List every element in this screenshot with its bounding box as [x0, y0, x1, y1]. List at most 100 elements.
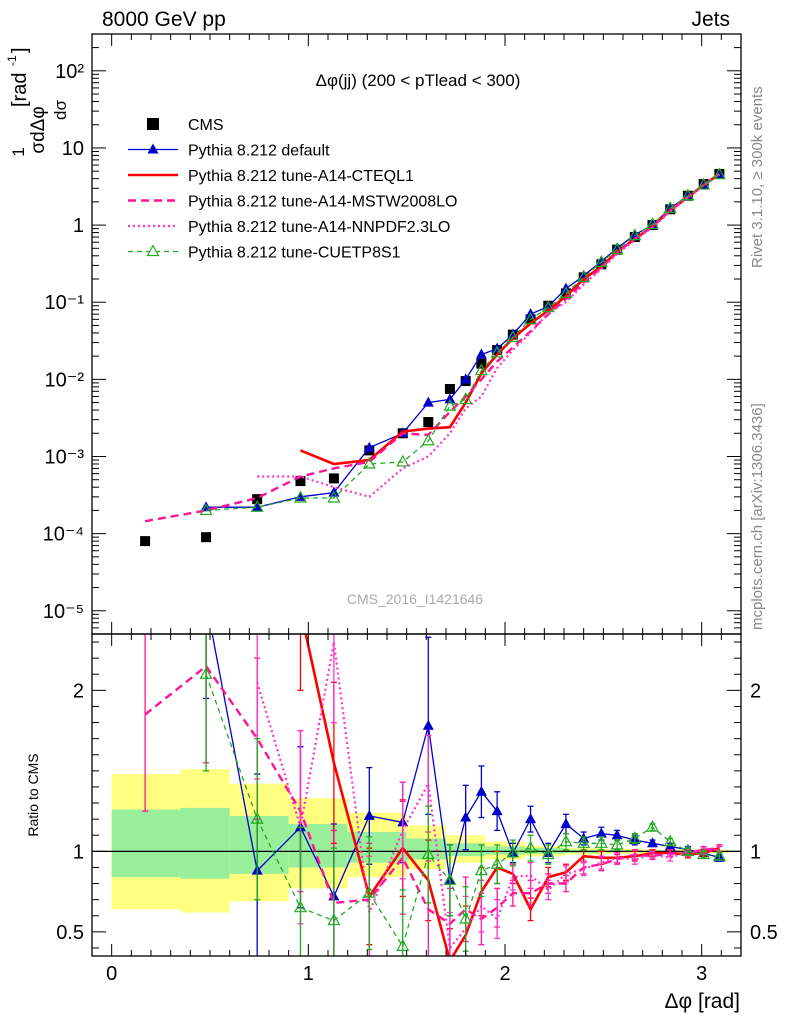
legend-label: Pythia 8.212 tune-CUETP8S1 [188, 245, 401, 262]
ratio-data-layer [142, 634, 726, 956]
legend-label: Pythia 8.212 tune-A14-CTEQL1 [188, 168, 414, 185]
cuetp8s1-marker [645, 217, 660, 230]
ratio-uncertainty-band [92, 769, 741, 913]
cuetp8s1-marker [628, 228, 642, 241]
x-tick-label: 2 [499, 963, 510, 985]
svg-text:σdΔφ: σdΔφ [28, 106, 49, 153]
cuetp8s1-marker [506, 330, 520, 342]
band-green-bin [406, 838, 446, 860]
ratio-y-tick-label: 2 [73, 680, 84, 702]
ratio-axes: 0 1 2 3 0.5 0.5 1 1 2 2 [56, 633, 778, 985]
ratio-cuetp8s1-marker [559, 834, 573, 847]
y-tick-label: 10⁻⁵ [43, 601, 84, 623]
legend: CMS Pythia 8.212 default Pythia 8.212 tune… [128, 117, 457, 262]
default-marker [363, 441, 375, 452]
default-marker [422, 396, 434, 407]
ratio-cuetp8s1-marker [459, 911, 473, 924]
ratio-cuetp8s1-marker [610, 837, 624, 850]
legend-label: CMS [188, 117, 224, 134]
cuetp8s1-marker [250, 499, 264, 512]
y-tick-label: 10⁻² [45, 369, 85, 391]
analysis-watermark: CMS_2016_I1421646 [347, 591, 483, 607]
cuetp8s1-marker [474, 363, 488, 376]
main-line-series-2 [300, 172, 721, 466]
default-marker [251, 501, 263, 512]
band-green-bin [229, 815, 289, 874]
svg-text:[rad: [rad [9, 73, 31, 107]
main-line-series-3 [144, 173, 721, 523]
ratio-default-marker [560, 817, 572, 828]
ratio-cuetp8s1-marker [199, 667, 213, 679]
cuetp8s1-marker [490, 345, 504, 358]
y-tick-label: 1 [73, 215, 84, 237]
ratio-y-axis-label: Ratio to CMS [25, 753, 41, 836]
ratio-default-marker [611, 829, 623, 840]
ratio-default-marker [422, 719, 434, 730]
cuetp8s1-marker [577, 270, 591, 282]
header-jets-label: Jets [691, 8, 730, 31]
main-data-layer [140, 167, 726, 547]
ratio-cuetp8s1-marker [681, 844, 695, 856]
cms-data-point [201, 532, 212, 543]
band-green-bin [485, 846, 525, 855]
cuetp8s1-marker [712, 167, 726, 180]
y-tick-label: 10² [55, 61, 84, 83]
ratio-default-marker [363, 809, 375, 820]
default-marker [475, 348, 487, 359]
default-marker [460, 373, 472, 384]
cms-data-point [140, 536, 151, 547]
header-energy-label: 8000 GeV pp [102, 8, 226, 31]
side-label-mcplots: mcplots.cern.ch [arXiv:1306.3436] [749, 403, 766, 630]
ratio-y-tick-label-right: 1 [750, 841, 761, 863]
ratio-cuetp8s1-marker [541, 847, 555, 860]
svg-text:]: ] [9, 47, 31, 53]
svg-text:-1: -1 [5, 55, 19, 66]
y-tick-label: 10⁻¹ [45, 292, 85, 314]
ratio-y-tick-label-right: 0.5 [750, 922, 778, 944]
ratio-cuetp8s1-marker [645, 819, 660, 832]
legend-marker-triangle [147, 143, 159, 154]
ratio-y-tick-label-right: 2 [750, 680, 761, 702]
ratio-cuetp8s1-marker [506, 845, 520, 858]
cuetp8s1-marker [663, 201, 677, 213]
ratio-default-marker [647, 837, 658, 848]
ratio-cuetp8s1-marker [663, 834, 677, 847]
ratio-cuetp8s1-marker [396, 939, 410, 951]
x-axis-label: Δφ [rad] [665, 990, 741, 1013]
cuetp8s1-marker [610, 242, 624, 255]
ratio-cuetp8s1-marker [327, 913, 341, 926]
svg-text:1: 1 [9, 147, 28, 156]
cuetp8s1-marker [594, 254, 608, 267]
ratio-default-marker [595, 827, 607, 838]
ratio-cuetp8s1-marker [250, 811, 264, 824]
cuetp8s1-marker [362, 456, 376, 469]
y-tick-label: 10⁻⁴ [43, 524, 84, 546]
ratio-cuetp8s1-marker [293, 900, 307, 913]
y-tick-label: 10⁻³ [45, 447, 85, 469]
ratio-default-marker [525, 813, 537, 824]
ratio-line-series-2 [304, 634, 720, 956]
ratio-default-marker [491, 805, 503, 816]
cuetp8s1-marker [327, 490, 341, 503]
band-green-bin [111, 809, 181, 878]
ratio-default-marker [460, 811, 472, 822]
legend-marker-cms [147, 118, 159, 130]
ratio-cuetp8s1-marker [697, 847, 711, 860]
cms-data-point [444, 383, 455, 394]
legend-label: Pythia 8.212 tune-A14-NNPDF2.3LO [188, 219, 450, 236]
cuetp8s1-marker [199, 503, 213, 516]
ratio-y-tick-label: 1 [73, 841, 84, 863]
x-tick-label: 1 [303, 963, 314, 985]
ratio-default-marker [475, 785, 487, 796]
ratio-cuetp8s1-marker [421, 847, 435, 860]
svg-text:dσ: dσ [51, 100, 70, 120]
legend-label: Pythia 8.212 tune-A14-MSTW2008LO [188, 194, 457, 211]
ratio-cuetp8s1-marker [443, 873, 457, 885]
chart-title: Δφ(jj) (200 < pTlead < 300) [316, 71, 521, 90]
cms-data-point [328, 473, 339, 484]
ratio-frame [91, 633, 742, 957]
cuetp8s1-marker [681, 188, 695, 201]
ratio-cuetp8s1-marker [594, 836, 608, 848]
main-y-axis-label: 1 dσ σdΔφ [rad -1 ] [5, 47, 70, 156]
